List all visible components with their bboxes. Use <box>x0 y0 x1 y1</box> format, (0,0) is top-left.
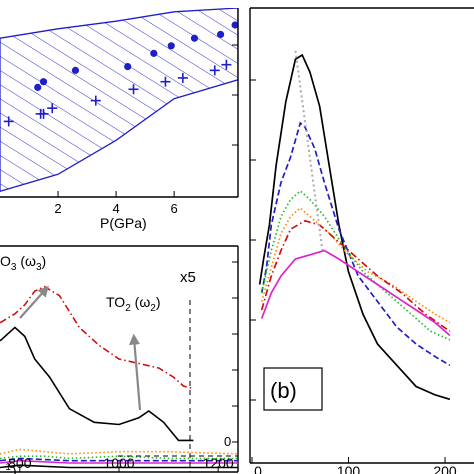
scatter-point-circle <box>216 30 225 39</box>
scatter-point-cross <box>221 59 232 70</box>
curve-line <box>260 206 451 324</box>
x-axis-label-close: ) <box>12 463 17 474</box>
panel-label: (b) <box>270 378 297 403</box>
curve-line <box>260 249 451 337</box>
scatter-markers <box>3 21 238 127</box>
annotation-scale: x5 <box>180 269 196 286</box>
spectrum-line <box>0 326 194 442</box>
scatter-point-circle <box>39 78 48 86</box>
x-tick-label: 1000 <box>103 455 134 471</box>
x-ticks: 0 100 200 <box>251 457 457 474</box>
scatter-point-circle <box>190 34 199 42</box>
y-ticks <box>250 79 256 401</box>
spectrum-line <box>0 457 238 462</box>
scatter-point-circle <box>167 42 175 50</box>
x-tick-label: 100 <box>337 463 361 474</box>
panel-label-box: (b) <box>263 367 323 411</box>
annotation-to2: TO2 (ω2) <box>106 294 160 314</box>
x-tick-label: 6 <box>171 201 178 216</box>
scatter-point-cross <box>90 95 101 106</box>
scatter-point-circle <box>71 66 80 74</box>
hatched-band <box>0 8 238 192</box>
peak-guide-line <box>294 50 324 251</box>
panel-top-left: 2 4 6 P(GPa) <box>0 8 239 231</box>
x-axis-label: P(GPa) <box>100 215 147 231</box>
curve-line <box>260 121 451 367</box>
curves <box>258 53 451 401</box>
x-ticks: 800 1000 1200 <box>8 455 234 472</box>
scatter-point-cross <box>3 116 14 127</box>
spectrum-line <box>0 448 238 455</box>
scatter-point-circle <box>231 21 238 29</box>
annotation-zero: 0 <box>224 434 231 449</box>
x-tick-label: 800 <box>8 455 32 471</box>
x-axis-label-fragment: -1 <box>2 462 11 473</box>
spectrum-line <box>0 455 238 460</box>
y-ticks <box>232 44 238 146</box>
x-ticks: 2 4 6 <box>54 191 178 216</box>
spectrum-line <box>0 285 194 390</box>
scatter-point-circle <box>34 83 42 91</box>
x-tick-label: 0 <box>254 463 262 474</box>
scatter-point-cross <box>38 108 49 119</box>
spectrum-line <box>0 464 238 469</box>
scatter-point-cross <box>128 84 139 95</box>
panel-right: 0 100 200 (b) <box>249 7 474 474</box>
scatter-point-cross <box>47 103 58 114</box>
x-tick-label: 2 <box>54 201 61 216</box>
spectrum-line <box>0 459 238 464</box>
arrow-to3 <box>19 285 49 319</box>
annotation-to3: O3 (ω3) <box>0 253 46 273</box>
x-tick-label: 1200 <box>203 455 234 471</box>
scatter-point-cross <box>177 72 188 83</box>
curve-line <box>258 53 451 401</box>
arrow-to2 <box>129 333 142 411</box>
scatter-point-cross <box>160 76 171 87</box>
y-ticks <box>232 261 238 443</box>
x-tick-label: 200 <box>433 463 457 474</box>
scatter-point-circle <box>124 62 132 71</box>
spectra <box>0 285 238 469</box>
curve-line <box>260 219 451 332</box>
scatter-point-cross <box>209 65 220 76</box>
x-tick-label: 4 <box>112 201 119 216</box>
panel-bottom-left: 800 1000 1200 O3 (ω3) TO2 (ω2) x5 0 -1 ) <box>0 245 239 474</box>
scatter-point-circle <box>150 49 158 57</box>
